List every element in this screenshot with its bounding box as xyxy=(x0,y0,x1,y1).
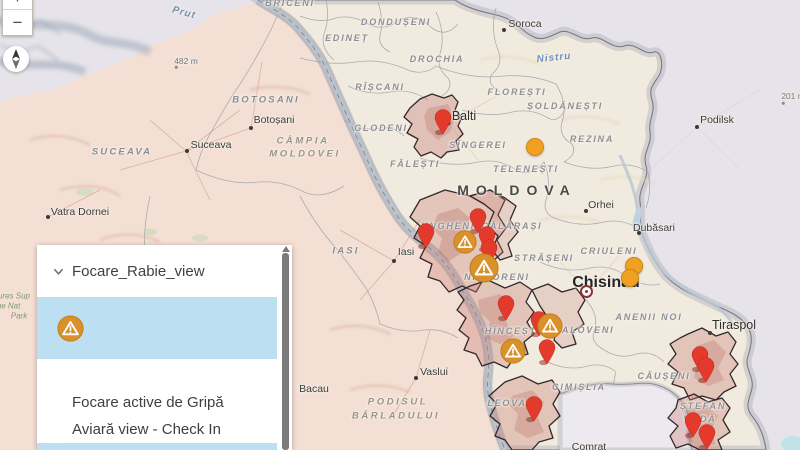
elev-dot xyxy=(781,101,785,105)
town-dot xyxy=(637,231,641,235)
capital-city-symbol xyxy=(580,285,593,298)
outbreak-pin-marker[interactable] xyxy=(683,411,703,444)
warning-badge-marker[interactable] xyxy=(500,338,526,369)
zoom-widget: + − xyxy=(2,0,33,36)
scrollbar[interactable] xyxy=(282,253,289,450)
warning-badge-icon xyxy=(57,314,84,342)
prut-river xyxy=(255,0,510,450)
roads-md xyxy=(447,91,621,293)
roads-ro xyxy=(47,61,431,421)
legend-layer1-title: Focare_Rabie_view xyxy=(72,262,205,280)
scrollbar-up-arrow[interactable] xyxy=(282,246,290,252)
outbreak-pin-marker[interactable] xyxy=(496,294,516,327)
town-dot xyxy=(185,149,189,153)
orange-circle-marker[interactable] xyxy=(526,138,544,156)
warning-icon xyxy=(537,313,563,339)
town-dot xyxy=(46,215,50,219)
outbreak-pin-marker[interactable] xyxy=(468,207,488,240)
legend-layer2-row[interactable]: Focare active de Gripă Aviară view - Che… xyxy=(37,373,277,450)
town-dot xyxy=(414,376,418,380)
compass-button[interactable] xyxy=(3,46,29,72)
legend-panel: Focare_Rabie_view Focare active de Gripă… xyxy=(37,245,292,450)
legend-layer2-symbol-row[interactable] xyxy=(37,443,277,450)
outbreak-pin-marker[interactable] xyxy=(697,423,717,450)
legend-layer2-title-line2: Aviară view - Check In xyxy=(72,421,221,438)
warning-badge-marker[interactable] xyxy=(537,313,563,344)
warning-badge-marker[interactable] xyxy=(453,230,477,259)
warning-badge-marker[interactable] xyxy=(469,253,499,288)
town-dot xyxy=(392,259,396,263)
md-district-borders xyxy=(299,0,665,411)
warning-icon xyxy=(469,253,499,283)
legend-layer2-title-line1: Focare active de Gripă xyxy=(72,394,224,411)
warning-icon xyxy=(453,230,477,254)
nistru-river xyxy=(618,154,800,450)
zoom-in-button[interactable]: + xyxy=(3,0,32,10)
warning-icon xyxy=(500,338,526,364)
town-dot xyxy=(708,331,712,335)
town-dot xyxy=(502,28,506,32)
north-arrow-icon xyxy=(12,49,20,69)
chevron-down-icon[interactable] xyxy=(52,265,65,278)
ukraine-region xyxy=(455,0,800,450)
orange-circle-marker[interactable] xyxy=(621,269,639,287)
outbreak-pin-marker[interactable] xyxy=(696,356,716,389)
outbreak-pin-marker[interactable] xyxy=(524,395,544,428)
legend-layer1-row[interactable]: Focare_Rabie_view xyxy=(37,245,292,297)
outbreak-pin-marker[interactable] xyxy=(433,108,453,141)
town-dot xyxy=(584,209,588,213)
outbreak-pin-marker[interactable] xyxy=(537,338,557,371)
elev-dot xyxy=(174,65,178,69)
legend-layer1-symbol-row[interactable] xyxy=(37,297,277,359)
roads-ua xyxy=(649,89,761,171)
town-dot xyxy=(695,125,699,129)
outbreak-pin-marker[interactable] xyxy=(416,222,436,255)
zoom-out-button[interactable]: − xyxy=(3,10,32,35)
town-dot xyxy=(249,126,253,130)
